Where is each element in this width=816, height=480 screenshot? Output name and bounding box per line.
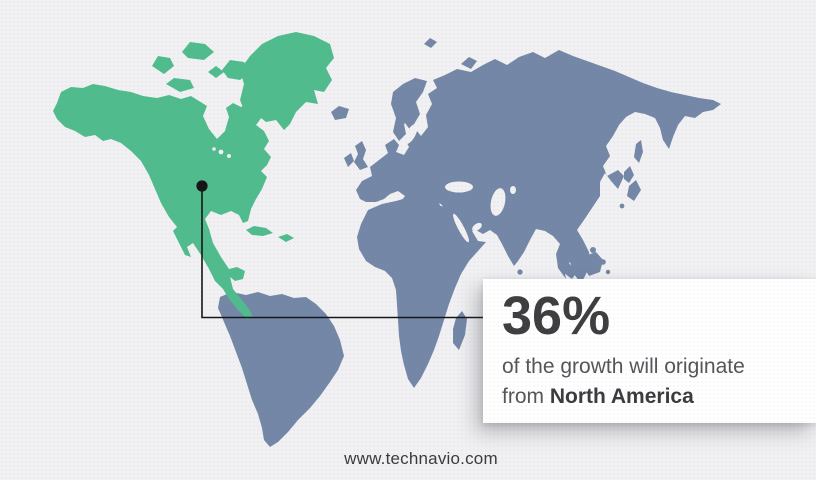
stat-line2-prefix: from (502, 385, 550, 408)
south-america-region (218, 292, 344, 447)
caspian-sea (490, 188, 506, 216)
sakhalin-island (634, 140, 643, 163)
stat-value: 36% (502, 286, 611, 346)
leader-line (201, 187, 486, 319)
callout-leader (196, 180, 486, 319)
japan-south-island (619, 203, 625, 209)
great-britain-island (354, 141, 368, 170)
sumatra-island (562, 262, 577, 279)
arctic-islands (152, 42, 250, 92)
greece-region (446, 194, 456, 213)
location-marker-dot (196, 180, 208, 192)
black-sea (445, 181, 473, 193)
greenland-region (240, 32, 334, 130)
stat-callout-card: 36% of the growth will originate from No… (483, 279, 816, 423)
stat-region-name: North America (549, 385, 694, 408)
iceland-island (331, 106, 349, 120)
madagascar-island (453, 311, 467, 350)
ireland-island (344, 153, 354, 167)
novaya-zemlya-island (461, 57, 491, 79)
philippines-island-2 (605, 269, 611, 275)
taiwan-island (590, 247, 596, 253)
north-america-highlight (53, 32, 334, 319)
sri-lanka-island (517, 269, 523, 275)
stat-description: of the growth will originate from North … (502, 352, 816, 412)
baltic-sea (404, 124, 418, 144)
africa-region (357, 197, 486, 388)
japan-islands (624, 166, 641, 201)
stat-line1: of the growth will originate (502, 355, 745, 378)
borneo-island (583, 252, 603, 276)
scandinavia-region (393, 118, 406, 141)
cuba-island (246, 226, 273, 236)
hainan-island (577, 240, 583, 246)
inland-seas (404, 124, 516, 243)
red-sea (453, 213, 469, 243)
aral-sea (510, 186, 516, 194)
rest-of-world-regions (218, 38, 721, 447)
great-lakes (212, 147, 231, 158)
hispaniola-island (278, 234, 294, 242)
persian-gulf (472, 222, 482, 232)
svalbard-island (424, 38, 437, 48)
north-america-mainland (53, 84, 271, 319)
source-url: www.technavio.com (344, 449, 498, 468)
